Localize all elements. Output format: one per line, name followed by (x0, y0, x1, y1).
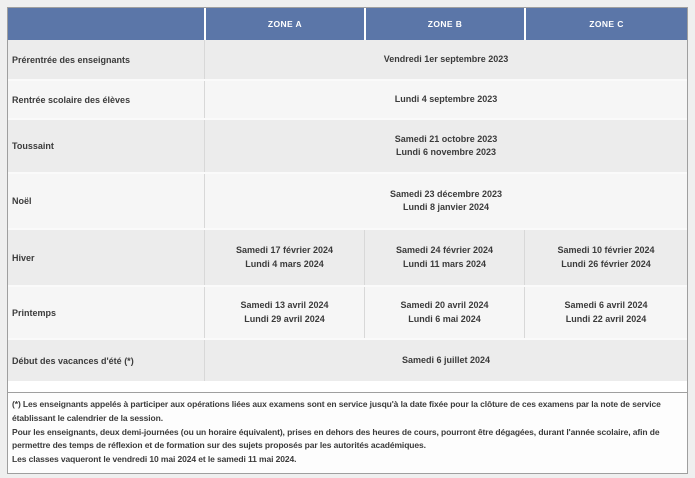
date-line: Samedi 13 avril 2024 (240, 300, 329, 310)
header-corner-cell (8, 8, 204, 40)
header-zone-b: ZONE B (364, 8, 524, 40)
table-header-row: ZONE A ZONE B ZONE C (8, 8, 687, 40)
date-line: Samedi 24 février 2024 (395, 245, 494, 255)
row-label: Noël (12, 196, 32, 206)
footnote-paragraph-3: Les classes vaqueront le vendredi 10 mai… (12, 454, 297, 465)
date-line: Lundi 22 avril 2024 (565, 313, 647, 324)
school-calendar-table: ZONE A ZONE B ZONE C Prérentrée des ense… (7, 7, 688, 474)
row-label: Toussaint (12, 141, 54, 151)
merged-dates-cell: Samedi 6 juillet 2024 (204, 340, 687, 381)
header-zone-c: ZONE C (524, 8, 687, 40)
footnote-paragraph-2: Pour les enseignants, deux demi-journées… (12, 426, 660, 451)
date-line: Samedi 6 juillet 2024 (401, 354, 491, 365)
row-label: Rentrée scolaire des élèves (12, 94, 131, 105)
row-label: Printemps (12, 307, 57, 318)
zone-a-dates-cell: Samedi 17 février 2024 Lundi 4 mars 2024 (204, 230, 364, 285)
date-line: Lundi 6 novembre 2023 (395, 147, 497, 157)
table-row-printemps: Printemps Samedi 13 avril 2024 Lundi 29 … (8, 285, 687, 338)
header-zone-a: ZONE A (204, 8, 364, 40)
zone-c-dates-cell: Samedi 6 avril 2024 Lundi 22 avril 2024 (524, 287, 687, 338)
date-line: Samedi 21 octobre 2023 (394, 133, 498, 144)
footnote-paragraph-1: (*) Les enseignants appelés à participer… (12, 399, 661, 423)
merged-dates-cell: Vendredi 1er septembre 2023 (204, 40, 687, 79)
date-line: Samedi 23 décembre 2023 (389, 188, 503, 199)
zone-c-dates-cell: Samedi 10 février 2024 Lundi 26 février … (524, 230, 687, 285)
date-line: Lundi 26 février 2024 (561, 258, 651, 269)
date-line: Samedi 17 février 2024 (235, 245, 334, 255)
date-line: Samedi 20 avril 2024 (400, 300, 489, 310)
table-row-hiver: Hiver Samedi 17 février 2024 Lundi 4 mar… (8, 228, 687, 285)
table-row-prerentree: Prérentrée des enseignants Vendredi 1er … (8, 40, 687, 79)
date-line: Lundi 6 mai 2024 (408, 313, 481, 324)
date-line: Lundi 4 mars 2024 (245, 258, 324, 269)
row-label: Prérentrée des enseignants (12, 54, 131, 65)
row-label: Début des vacances d'été (*) (12, 355, 134, 366)
date-line: Samedi 10 février 2024 (557, 245, 655, 255)
date-line: Lundi 29 avril 2024 (244, 313, 325, 324)
date-line: Samedi 6 avril 2024 (564, 300, 648, 310)
date-line: Lundi 4 septembre 2023 (394, 93, 498, 104)
table-row-toussaint: Toussaint Samedi 21 octobre 2023 Lundi 6… (8, 118, 687, 172)
merged-dates-cell: Samedi 21 octobre 2023 Lundi 6 novembre … (204, 120, 687, 172)
date-line: Lundi 8 janvier 2024 (402, 202, 490, 212)
zone-b-dates-cell: Samedi 24 février 2024 Lundi 11 mars 202… (364, 230, 524, 285)
table-row-vacances-ete: Début des vacances d'été (*) Samedi 6 ju… (8, 338, 687, 381)
date-line: Vendredi 1er septembre 2023 (383, 53, 509, 64)
zone-a-dates-cell: Samedi 13 avril 2024 Lundi 29 avril 2024 (204, 287, 364, 338)
merged-dates-cell: Lundi 4 septembre 2023 (204, 81, 687, 118)
table-row-noel: Noël Samedi 23 décembre 2023 Lundi 8 jan… (8, 172, 687, 228)
row-label: Hiver (12, 252, 35, 263)
date-line: Lundi 11 mars 2024 (402, 258, 487, 269)
footnote-block: (*) Les enseignants appelés à participer… (8, 392, 687, 473)
table-row-rentree: Rentrée scolaire des élèves Lundi 4 sept… (8, 79, 687, 118)
merged-dates-cell: Samedi 23 décembre 2023 Lundi 8 janvier … (204, 174, 687, 228)
zone-b-dates-cell: Samedi 20 avril 2024 Lundi 6 mai 2024 (364, 287, 524, 338)
